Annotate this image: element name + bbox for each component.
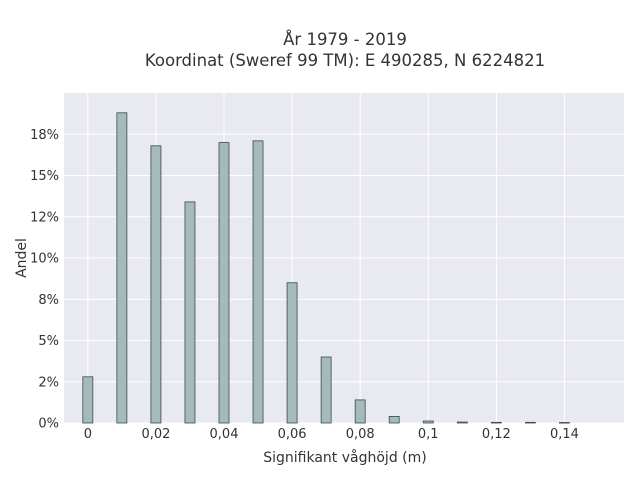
y-tick-label-5: 12% (30, 210, 59, 225)
bar-12 (490, 421, 502, 424)
y-tick-label-7: 18% (30, 128, 59, 143)
bar-2 (150, 145, 162, 424)
bar-8 (354, 399, 366, 424)
y-tick-label-6: 15% (30, 169, 59, 184)
x-tick-label-4: 0,08 (346, 427, 375, 442)
x-tick-label-3: 0,06 (278, 427, 307, 442)
x-tick-label-1: 0,02 (141, 427, 170, 442)
y-tick-label-1: 2% (38, 375, 59, 390)
y-axis-label: Andel (14, 238, 30, 278)
y-tick-label-4: 10% (30, 252, 59, 267)
x-axis-label: Signifikant våghöjd (m) (263, 449, 426, 466)
x-tick-label-2: 0,04 (210, 427, 239, 442)
y-tick-label-2: 5% (38, 334, 59, 349)
bar-9 (388, 415, 400, 424)
x-tick-label-5: 0,1 (418, 427, 439, 442)
bar-3 (184, 201, 196, 424)
bar-5 (252, 140, 264, 424)
bar-0 (82, 376, 94, 424)
y-tick-label-0: 0% (38, 417, 59, 432)
chart-title-line-2: Koordinat (Sweref 99 TM): E 490285, N 62… (145, 51, 545, 70)
bar-4 (218, 142, 230, 424)
bar-1 (116, 112, 128, 424)
bar-10 (422, 420, 434, 424)
x-tick-label-6: 0,12 (482, 427, 511, 442)
bar-7 (320, 356, 332, 424)
bar-13 (524, 421, 536, 424)
bars-group (82, 112, 570, 424)
bar-11 (456, 421, 468, 424)
bar-14 (559, 422, 570, 424)
chart-title-line-1: År 1979 - 2019 (283, 30, 407, 49)
y-axis-ticks: 0% 2% 5% 8% 10% 12% 15% 18% (30, 128, 59, 432)
bar-6 (286, 282, 298, 424)
x-tick-label-7: 0,14 (550, 427, 579, 442)
x-tick-label-0: 0 (84, 427, 92, 442)
y-tick-label-3: 8% (38, 293, 59, 308)
x-axis-ticks: 0 0,02 0,04 0,06 0,08 0,1 0,12 0,14 (84, 427, 579, 442)
